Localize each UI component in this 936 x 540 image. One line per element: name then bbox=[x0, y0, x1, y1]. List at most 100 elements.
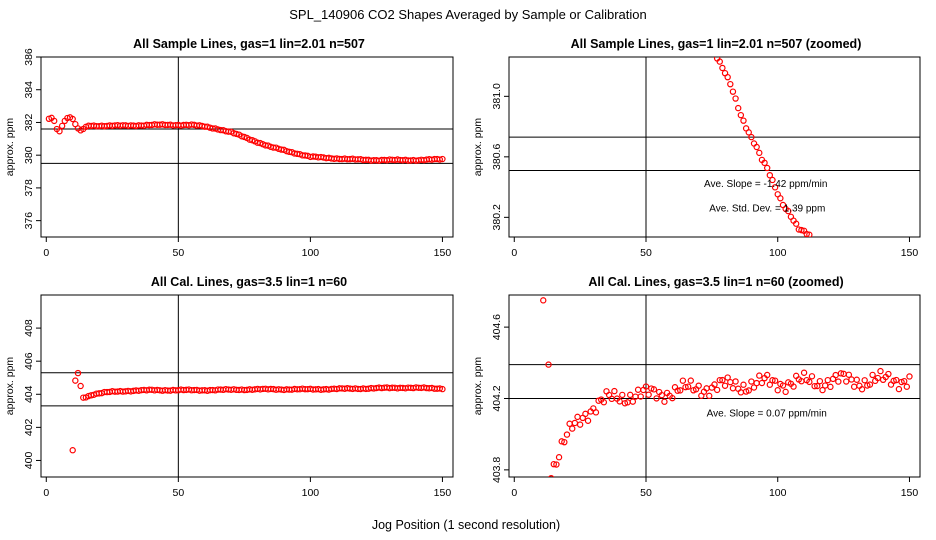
x-tick-label: 100 bbox=[769, 487, 787, 499]
data-point bbox=[853, 376, 860, 383]
data-point bbox=[711, 381, 718, 388]
data-point bbox=[803, 230, 810, 237]
data-point bbox=[679, 377, 687, 384]
data-point bbox=[816, 377, 824, 385]
data-point bbox=[721, 382, 729, 389]
data-point bbox=[69, 115, 76, 123]
y-axis-label: approx. ppm bbox=[4, 118, 16, 177]
x-tick-label: 0 bbox=[43, 487, 49, 499]
data-point bbox=[779, 382, 787, 389]
y-tick-label: 382 bbox=[23, 114, 35, 132]
x-tick-label: 100 bbox=[302, 487, 320, 499]
data-point bbox=[629, 398, 637, 405]
data-point bbox=[729, 385, 737, 392]
data-point bbox=[750, 384, 758, 391]
data-point bbox=[658, 391, 666, 399]
data-point bbox=[740, 117, 747, 124]
y-tick-label: 386 bbox=[23, 48, 35, 66]
data-point bbox=[600, 399, 608, 406]
data-point bbox=[790, 383, 797, 390]
data-point bbox=[719, 64, 726, 72]
data-point bbox=[661, 398, 668, 405]
data-point bbox=[645, 391, 652, 398]
data-point bbox=[576, 421, 584, 428]
data-point bbox=[611, 387, 618, 395]
y-tick-label: 404.2 bbox=[491, 385, 503, 411]
panel-title: All Cal. Lines, gas=3.5 lin=1 n=60 bbox=[151, 275, 347, 289]
data-point bbox=[756, 372, 763, 379]
y-tick-label: 402 bbox=[23, 418, 35, 436]
data-point bbox=[903, 383, 911, 390]
x-tick-label: 150 bbox=[901, 247, 919, 259]
x-tick-label: 100 bbox=[769, 247, 787, 259]
x-tick-label: 150 bbox=[901, 487, 919, 499]
annotation: Ave. Slope = -1.42 ppm/min bbox=[704, 179, 828, 190]
annotation: Ave. Slope = 0.07 ppm/min bbox=[707, 408, 827, 419]
data-point bbox=[737, 111, 745, 119]
x-tick-label: 150 bbox=[434, 247, 452, 259]
data-point bbox=[684, 383, 692, 390]
data-point bbox=[716, 58, 723, 65]
data-point bbox=[771, 184, 779, 191]
data-point bbox=[827, 383, 834, 391]
panel-title: All Sample Lines, gas=1 lin=2.01 n=507 bbox=[133, 37, 365, 51]
y-tick-label: 381.0 bbox=[491, 83, 503, 109]
data-point bbox=[808, 373, 816, 380]
plot-frame bbox=[40, 56, 454, 238]
data-point bbox=[616, 398, 623, 405]
data-point bbox=[548, 474, 555, 477]
data-point bbox=[769, 176, 776, 184]
data-point bbox=[550, 460, 557, 468]
data-point bbox=[653, 395, 660, 402]
x-tick-label: 100 bbox=[302, 247, 320, 259]
data-point bbox=[745, 129, 752, 136]
data-point bbox=[869, 371, 876, 379]
data-point bbox=[51, 117, 58, 125]
data-point bbox=[650, 386, 658, 393]
panel-sample-lines: All Sample Lines, gas=1 lin=2.01 n=507 0… bbox=[4, 37, 454, 259]
data-point bbox=[729, 88, 737, 95]
panel-sample-lines-zoomed: All Sample Lines, gas=1 lin=2.01 n=507 (… bbox=[472, 37, 921, 259]
data-point bbox=[858, 386, 866, 393]
data-point bbox=[634, 386, 642, 393]
data-point bbox=[545, 361, 552, 368]
data-point bbox=[712, 51, 717, 56]
data-point bbox=[848, 376, 855, 383]
y-axis-label: approx. ppm bbox=[4, 357, 16, 416]
data-point bbox=[906, 373, 913, 380]
x-tick-label: 0 bbox=[511, 247, 517, 259]
y-tick-label: 404.6 bbox=[491, 314, 503, 340]
data-point bbox=[806, 378, 813, 386]
data-point bbox=[798, 226, 805, 234]
y-tick-label: 408 bbox=[23, 319, 35, 337]
data-point bbox=[753, 143, 760, 151]
data-point bbox=[619, 391, 626, 399]
x-tick-label: 50 bbox=[640, 487, 652, 499]
data-point bbox=[893, 376, 900, 384]
data-point bbox=[555, 454, 563, 461]
data-point bbox=[748, 378, 755, 385]
data-points bbox=[712, 51, 813, 237]
data-point bbox=[874, 374, 882, 382]
data-point bbox=[766, 171, 774, 179]
data-point bbox=[58, 122, 66, 130]
data-point bbox=[885, 370, 892, 378]
plot-frame bbox=[508, 294, 921, 478]
data-point bbox=[821, 382, 829, 389]
data-point bbox=[669, 394, 676, 402]
x-tick-label: 150 bbox=[434, 487, 452, 499]
y-tick-label: 378 bbox=[23, 179, 35, 197]
data-point bbox=[727, 80, 734, 88]
data-point bbox=[637, 393, 644, 400]
y-tick-label: 404 bbox=[23, 385, 35, 403]
data-point bbox=[900, 377, 908, 385]
data-point bbox=[785, 207, 792, 215]
x-tick-label: 0 bbox=[43, 247, 49, 259]
data-point bbox=[735, 104, 742, 112]
data-point bbox=[837, 370, 845, 377]
data-point bbox=[724, 73, 731, 81]
data-point bbox=[571, 419, 579, 427]
data-points bbox=[69, 369, 446, 454]
data-point bbox=[845, 371, 853, 378]
